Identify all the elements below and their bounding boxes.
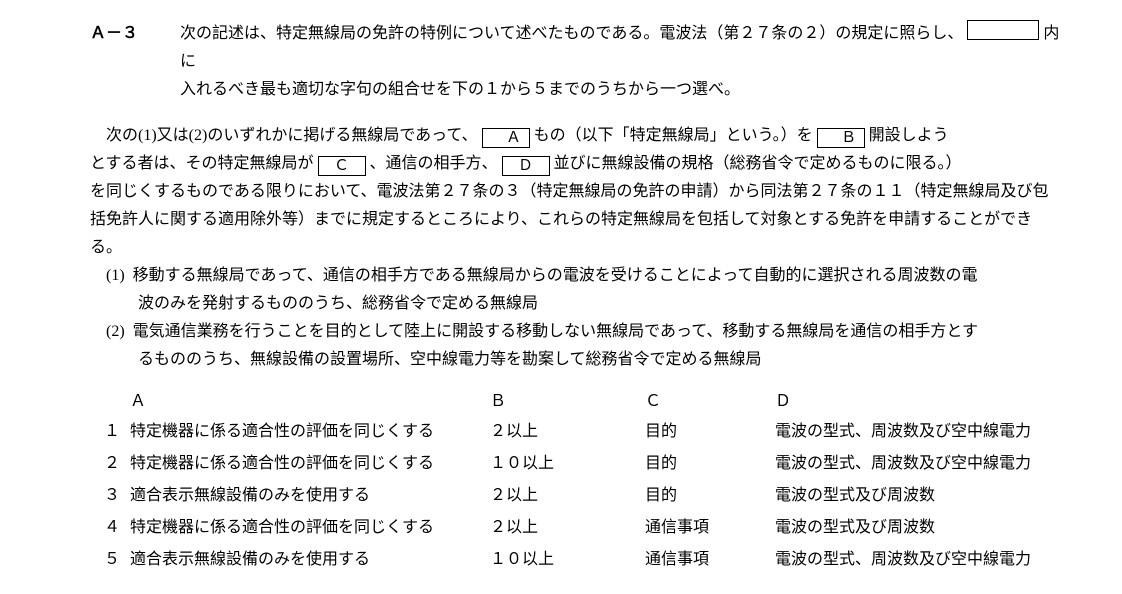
choice-row: ４特定機器に係る適合性の評価を同じくする２以上通信事項電波の型式及び周波数	[90, 512, 1062, 544]
question-body: 次の(1)又は(2)のいずれかに掲げる無線局であって、 Ａ もの（以下「特定無線…	[90, 122, 1062, 374]
choice-row: ３適合表示無線設備のみを使用する２以上目的電波の型式及び周波数	[90, 480, 1062, 512]
choice-col-c: 通信事項	[645, 512, 775, 544]
choice-row: ５適合表示無線設備のみを使用する１０以上通信事項電波の型式、周波数及び空中線電力	[90, 544, 1062, 576]
body-p1b: もの（以下「特定無線局」という。）を	[534, 127, 813, 144]
body-p2a: とする者は、その特定無線局が	[90, 155, 314, 172]
choice-col-b: ２以上	[490, 512, 645, 544]
choice-row: ２特定機器に係る適合性の評価を同じくする１０以上目的電波の型式、周波数及び空中線…	[90, 448, 1062, 480]
body-p1a: 次の(1)又は(2)のいずれかに掲げる無線局であって、	[106, 127, 478, 144]
blank-b: Ｂ	[817, 128, 865, 148]
col-b: Ｂ	[490, 388, 645, 416]
choice-col-b: ２以上	[490, 416, 645, 448]
choice-col-d: 電波の型式、周波数及び空中線電力	[775, 544, 1062, 576]
col-a: Ａ	[130, 388, 490, 416]
body-p1c: 開設しよう	[869, 127, 949, 144]
choice-header: Ａ Ｂ Ｃ Ｄ	[130, 388, 1062, 416]
choice-col-a: 適合表示無線設備のみを使用する	[130, 480, 490, 512]
choice-col-a: 特定機器に係る適合性の評価を同じくする	[130, 416, 490, 448]
sub2-text: 電気通信業務を行うことを目的として陸上に開設する移動しない無線局であって、移動す…	[133, 323, 978, 340]
header-text-1: 次の記述は、特定無線局の免許の特例について述べたものである。電波法（第２７条の２…	[180, 25, 963, 42]
blank-generic	[967, 20, 1039, 40]
question-header: 次の記述は、特定無線局の免許の特例について述べたものである。電波法（第２７条の２…	[180, 20, 1062, 104]
choice-number: １	[90, 416, 130, 448]
choice-col-d: 電波の型式、周波数及び空中線電力	[775, 416, 1062, 448]
choice-number: ５	[90, 544, 130, 576]
choice-col-b: １０以上	[490, 448, 645, 480]
choice-col-d: 電波の型式、周波数及び空中線電力	[775, 448, 1062, 480]
choice-col-a: 適合表示無線設備のみを使用する	[130, 544, 490, 576]
choice-number: ３	[90, 480, 130, 512]
choice-col-a: 特定機器に係る適合性の評価を同じくする	[130, 512, 490, 544]
choice-col-c: 目的	[645, 448, 775, 480]
sub1-text-cont: 波のみを発射するもののうち、総務省令で定める無線局	[122, 290, 1062, 318]
header-text-2: 入れるべき最も適切な字句の組合せを下の１から５までのうちから一つ選べ。	[180, 76, 1062, 104]
body-p2c: 並びに無線設備の規格（総務省令で定めるものに限る。）	[554, 155, 962, 172]
choice-col-c: 目的	[645, 480, 775, 512]
choice-col-c: 通信事項	[645, 544, 775, 576]
choice-number: ４	[90, 512, 130, 544]
choice-number: ２	[90, 448, 130, 480]
col-d: Ｄ	[775, 388, 1062, 416]
question-number: Ａ－３	[90, 20, 138, 48]
choice-col-d: 電波の型式及び周波数	[775, 512, 1062, 544]
body-p2b: 、通信の相手方、	[370, 155, 498, 172]
sub2-text-cont: るもののうち、無線設備の設置場所、空中線電力等を勘案して総務省令で定める無線局	[122, 346, 1062, 374]
choice-col-b: １０以上	[490, 544, 645, 576]
body-p3: を同じくするものである限りにおいて、電波法第２７条の３（特定無線局の免許の申請）…	[90, 178, 1062, 262]
choice-table: Ａ Ｂ Ｃ Ｄ １特定機器に係る適合性の評価を同じくする２以上目的電波の型式、周…	[90, 388, 1062, 576]
choice-col-c: 目的	[645, 416, 775, 448]
choice-row: １特定機器に係る適合性の評価を同じくする２以上目的電波の型式、周波数及び空中線電…	[90, 416, 1062, 448]
choice-col-a: 特定機器に係る適合性の評価を同じくする	[130, 448, 490, 480]
blank-c: Ｃ	[318, 156, 366, 176]
blank-a: Ａ	[482, 128, 530, 148]
blank-d: Ｄ	[502, 156, 550, 176]
choice-col-d: 電波の型式及び周波数	[775, 480, 1062, 512]
choice-col-b: ２以上	[490, 480, 645, 512]
sub2-head: (2)	[106, 323, 125, 340]
col-c: Ｃ	[645, 388, 775, 416]
sub1-head: (1)	[106, 267, 125, 284]
sub1-text: 移動する無線局であって、通信の相手方である無線局からの電波を受けることによって自…	[133, 267, 978, 284]
